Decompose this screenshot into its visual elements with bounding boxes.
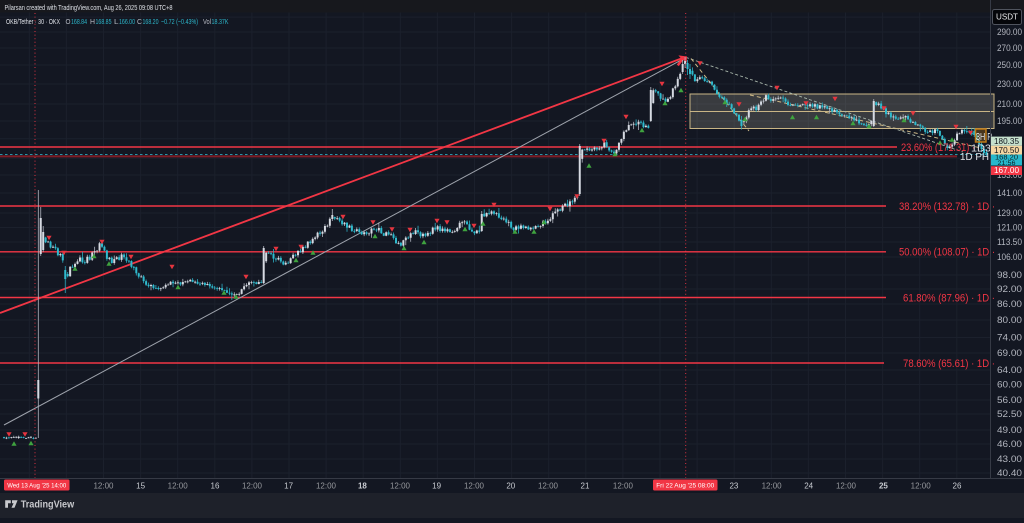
svg-text:1D3: 1D3 (971, 142, 991, 154)
svg-text:80.00: 80.00 (997, 315, 1022, 325)
svg-text:O: O (66, 17, 71, 26)
svg-text:250.00: 250.00 (997, 60, 1022, 70)
svg-text:12:00: 12:00 (390, 482, 411, 491)
svg-text:168.20: 168.20 (143, 17, 159, 26)
svg-text:21: 21 (581, 482, 590, 491)
svg-text:52.50: 52.50 (997, 409, 1022, 419)
svg-text:C: C (137, 17, 143, 26)
svg-text:12:00: 12:00 (242, 482, 263, 491)
svg-text:L: L (114, 17, 119, 26)
svg-text:106.00: 106.00 (997, 252, 1022, 262)
svg-text:26: 26 (953, 482, 962, 491)
svg-text:92.00: 92.00 (997, 284, 1022, 294)
svg-text:210.00: 210.00 (997, 99, 1022, 109)
svg-text:12:00: 12:00 (911, 482, 932, 491)
svg-text:12:00: 12:00 (613, 482, 634, 491)
svg-text:25: 25 (879, 482, 888, 491)
svg-text:290.00: 290.00 (997, 27, 1022, 37)
svg-text:16: 16 (211, 482, 220, 491)
svg-text:56.00: 56.00 (997, 395, 1022, 405)
svg-text:69.00: 69.00 (997, 348, 1022, 358)
svg-text:23: 23 (729, 482, 738, 491)
svg-text:15: 15 (136, 482, 145, 491)
svg-text:24: 24 (804, 482, 813, 491)
svg-text:Fri 22 Aug '25 08:00: Fri 22 Aug '25 08:00 (656, 483, 714, 490)
svg-text:Wed 13 Aug '25 14:00: Wed 13 Aug '25 14:00 (7, 483, 66, 490)
svg-text:40.40: 40.40 (997, 468, 1022, 478)
svg-text:61.80% (87.96) · 1D ·: 61.80% (87.96) · 1D · (903, 292, 995, 304)
svg-text:Vol: Vol (203, 17, 211, 26)
svg-text:21:56: 21:56 (998, 160, 1016, 167)
svg-text:170.50: 170.50 (994, 145, 1019, 155)
svg-text:230.00: 230.00 (997, 79, 1022, 89)
svg-text:38.20% (132.78) · 1D ·: 38.20% (132.78) · 1D · (899, 201, 995, 213)
svg-text:78.60% (65.61) · 1D ·: 78.60% (65.61) · 1D · (903, 358, 995, 370)
svg-text:Pilarsan created with TradingV: Pilarsan created with TradingView.com, A… (5, 3, 173, 12)
svg-text:270.00: 270.00 (997, 43, 1022, 53)
svg-text:50.00% (108.07) · 1D ·: 50.00% (108.07) · 1D · (899, 247, 995, 259)
svg-text:12:00: 12:00 (762, 482, 783, 491)
svg-text:141.00: 141.00 (997, 188, 1022, 198)
svg-text:12:00: 12:00 (168, 482, 189, 491)
svg-text:17: 17 (284, 482, 293, 491)
svg-text:USDT: USDT (996, 13, 1018, 22)
svg-text:86.00: 86.00 (997, 299, 1022, 309)
svg-text:12:00: 12:00 (464, 482, 485, 491)
svg-text:12:00: 12:00 (538, 482, 559, 491)
svg-text:OKB/Tether · 30 · OKX: OKB/Tether · 30 · OKX (6, 17, 60, 26)
svg-text:129.00: 129.00 (997, 208, 1022, 218)
svg-text:43.00: 43.00 (997, 454, 1022, 464)
svg-text:−0.72 (−0.43%): −0.72 (−0.43%) (161, 17, 198, 26)
svg-text:167.00: 167.00 (994, 165, 1019, 175)
svg-text:153.00: 153.00 (997, 170, 1022, 180)
svg-text:18.37K: 18.37K (212, 17, 229, 26)
svg-text:46.00: 46.00 (997, 439, 1022, 449)
svg-text:195.00: 195.00 (997, 116, 1022, 126)
svg-text:3H P: 3H P (976, 132, 992, 143)
svg-text:20: 20 (506, 482, 515, 491)
svg-text:121.00: 121.00 (997, 223, 1022, 233)
svg-text:74.00: 74.00 (997, 333, 1022, 343)
svg-text:168.85: 168.85 (96, 17, 112, 26)
svg-text:H: H (90, 17, 95, 26)
svg-text:166.00: 166.00 (119, 17, 135, 26)
svg-text:12:00: 12:00 (93, 482, 114, 491)
svg-text:113.50: 113.50 (997, 237, 1022, 247)
svg-text:98.00: 98.00 (997, 270, 1022, 280)
svg-text:12:00: 12:00 (836, 482, 857, 491)
svg-text:60.00: 60.00 (997, 380, 1022, 390)
svg-text:18: 18 (358, 482, 367, 491)
svg-text:168.84: 168.84 (71, 17, 87, 26)
svg-text:180.35: 180.35 (994, 136, 1019, 146)
svg-text:64.00: 64.00 (997, 365, 1022, 375)
svg-text:23.60% (171.31) ·: 23.60% (171.31) · (901, 142, 975, 154)
svg-text:49.00: 49.00 (997, 425, 1022, 435)
svg-text:168.20: 168.20 (995, 153, 1018, 162)
svg-text:TradingView: TradingView (21, 500, 75, 511)
svg-text:1D PH: 1D PH (960, 151, 989, 163)
svg-text:19: 19 (432, 482, 441, 491)
svg-text:12:00: 12:00 (316, 482, 337, 491)
